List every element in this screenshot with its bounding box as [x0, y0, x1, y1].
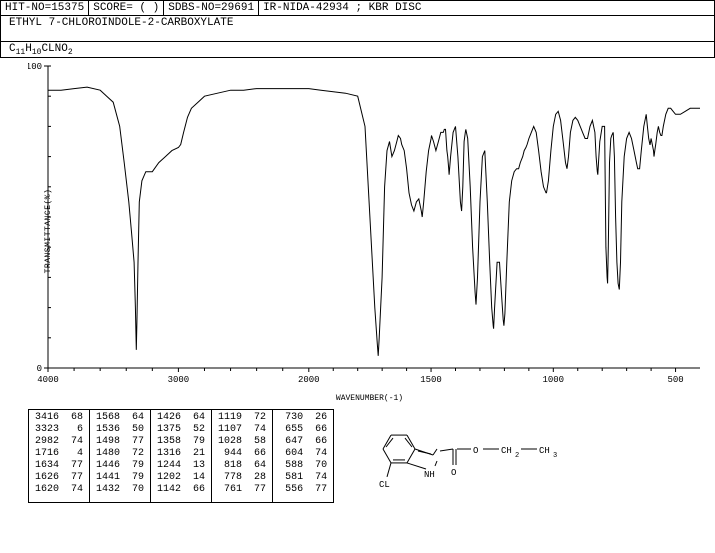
peak-row: 778 28 — [218, 472, 266, 484]
peak-row: 1432 70 — [96, 484, 144, 496]
peak-row: 1498 77 — [96, 436, 144, 448]
svg-text:2: 2 — [515, 452, 519, 460]
svg-text:500: 500 — [667, 375, 683, 385]
compound-title: ETHYL 7-CHLOROINDOLE-2-CARBOXYLATE — [0, 16, 715, 42]
peak-row: 647 66 — [279, 436, 327, 448]
peak-row: 3323 6 — [35, 424, 83, 436]
svg-text:CH: CH — [501, 446, 512, 456]
svg-text:1500: 1500 — [420, 375, 442, 385]
hit-no: HIT-NO=15375 — [1, 1, 89, 15]
svg-text:NH: NH — [424, 470, 435, 480]
peak-row: 588 70 — [279, 460, 327, 472]
peak-row: 818 64 — [218, 460, 266, 472]
peak-row: 3416 68 — [35, 412, 83, 424]
peak-row: 1202 14 — [157, 472, 205, 484]
peak-row: 1316 21 — [157, 448, 205, 460]
peak-row: 1441 79 — [96, 472, 144, 484]
peak-row: 2982 74 — [35, 436, 83, 448]
peak-column: 1119 721107 741028 58 944 66 818 64 778 … — [212, 410, 273, 502]
peak-column: 1568 641536 501498 771480 721446 791441 … — [90, 410, 151, 502]
peak-row: 1446 79 — [96, 460, 144, 472]
svg-text:1000: 1000 — [542, 375, 564, 385]
svg-text:CL: CL — [379, 480, 390, 490]
spectrum-chart: TRANSMITTANCE(%) 40003000200015001000500… — [28, 58, 711, 403]
svg-text:4000: 4000 — [37, 375, 59, 385]
peak-row: 655 66 — [279, 424, 327, 436]
x-axis-label: WAVENUMBER(-1) — [28, 394, 711, 403]
svg-text:O: O — [451, 468, 456, 478]
svg-text:0: 0 — [37, 364, 42, 374]
svg-text:2000: 2000 — [298, 375, 320, 385]
peak-row: 1142 66 — [157, 484, 205, 496]
svg-text:CH: CH — [539, 446, 550, 456]
peak-row: 1620 74 — [35, 484, 83, 496]
peak-row: 1375 52 — [157, 424, 205, 436]
peak-row: 1480 72 — [96, 448, 144, 460]
spectrum-plot: 4000 3000 2000 1500 1000 500 0 100 — [28, 58, 708, 388]
score: SCORE= ( ) — [89, 1, 164, 15]
sdbs-no: SDBS-NO=29691 — [164, 1, 259, 15]
peak-row: 604 74 — [279, 448, 327, 460]
peak-row: 761 77 — [218, 484, 266, 496]
peak-row: 1426 64 — [157, 412, 205, 424]
y-axis-label: TRANSMITTANCE(%) — [44, 188, 53, 273]
peak-row: 1119 72 — [218, 412, 266, 424]
peak-row: 1358 79 — [157, 436, 205, 448]
svg-text:3: 3 — [553, 452, 557, 460]
svg-text:3000: 3000 — [168, 375, 190, 385]
peak-table: 3416 683323 62982 741716 41634 771626 77… — [28, 409, 334, 503]
peak-row: 1716 4 — [35, 448, 83, 460]
method: IR-NIDA-42934 ; KBR DISC — [259, 1, 714, 15]
svg-text:O: O — [473, 446, 478, 456]
peak-row: 581 74 — [279, 472, 327, 484]
header-bar: HIT-NO=15375 SCORE= ( ) SDBS-NO=29691 IR… — [0, 0, 715, 16]
svg-text:100: 100 — [28, 62, 42, 72]
peak-row: 1568 64 — [96, 412, 144, 424]
peak-column: 1426 641375 521358 791316 211244 131202 … — [151, 410, 212, 502]
peak-row: 1028 58 — [218, 436, 266, 448]
peak-column: 730 26 655 66 647 66 604 74 588 70 581 7… — [273, 410, 333, 502]
molecular-formula: C11H10CLNO2 — [0, 42, 715, 58]
peak-row: 556 77 — [279, 484, 327, 496]
peak-row: 1244 13 — [157, 460, 205, 472]
peak-row: 1634 77 — [35, 460, 83, 472]
peak-column: 3416 683323 62982 741716 41634 771626 77… — [29, 410, 90, 502]
peak-row: 944 66 — [218, 448, 266, 460]
data-section: 3416 683323 62982 741716 41634 771626 77… — [28, 409, 705, 503]
peak-row: 730 26 — [279, 412, 327, 424]
peak-row: 1107 74 — [218, 424, 266, 436]
molecular-structure: NHCLOOCH2CH3 — [364, 409, 705, 503]
peak-row: 1626 77 — [35, 472, 83, 484]
peak-row: 1536 50 — [96, 424, 144, 436]
